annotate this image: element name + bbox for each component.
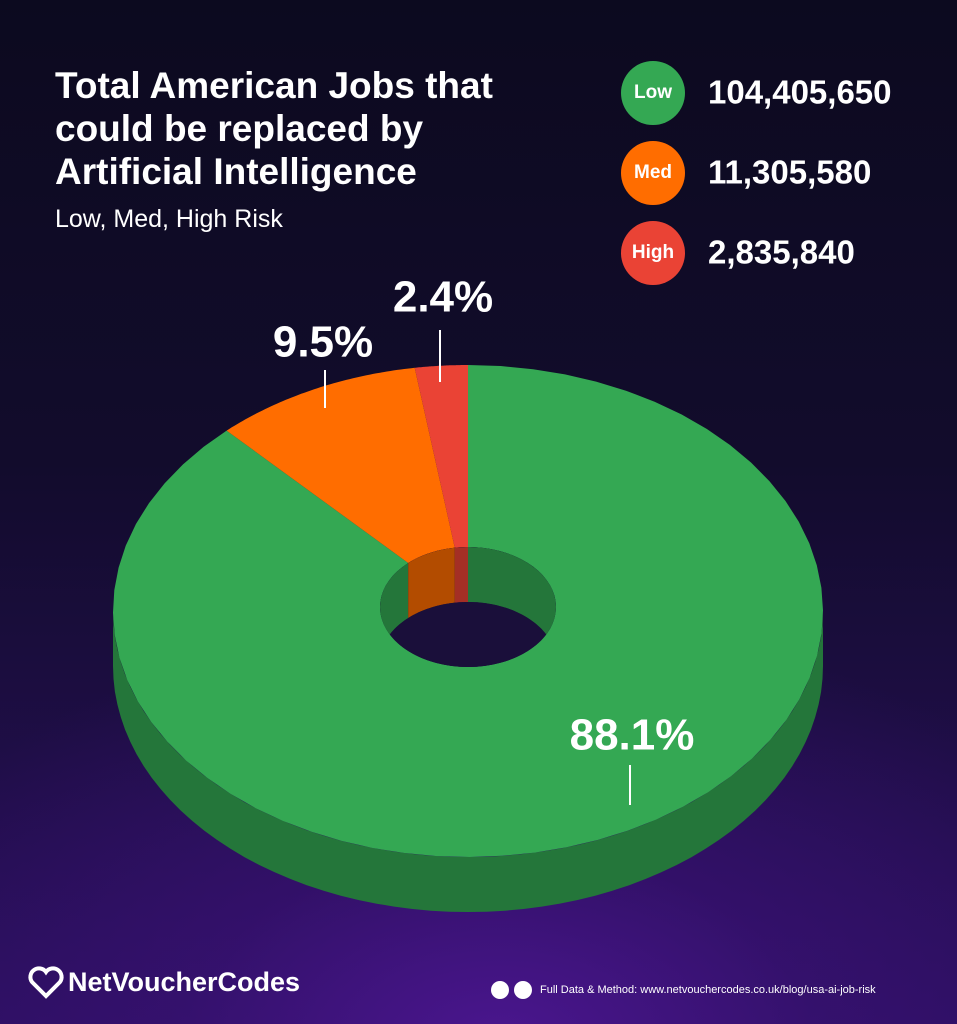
data-label: 88.1%: [570, 711, 695, 760]
legend-label: Low: [634, 82, 672, 103]
data-label: 9.5%: [273, 318, 373, 367]
slice: [113, 365, 823, 857]
legend-label: Med: [634, 162, 672, 183]
slice: [226, 367, 455, 563]
data-label: 2.4%: [393, 273, 493, 322]
brand-name: NetVoucherCodes: [68, 967, 300, 997]
legend-value: 2,835,840: [708, 234, 855, 271]
chart-subtitle: Low, Med, High Risk: [55, 205, 283, 233]
cc-icon: [491, 981, 509, 999]
hole-floor: [380, 602, 556, 667]
source-note: Full Data & Method: www.netvouchercodes.…: [540, 984, 876, 996]
legend-marker: [621, 141, 685, 205]
legend-marker: [621, 61, 685, 125]
hole-wall: [454, 547, 468, 603]
legend-label: High: [632, 242, 674, 263]
legend-marker: [621, 221, 685, 285]
by-icon: [514, 981, 532, 999]
hole-wall: [408, 547, 455, 618]
slice: [414, 365, 468, 548]
heart-icon: [28, 966, 64, 999]
slice-side: [113, 611, 823, 912]
legend-value: 11,305,580: [708, 154, 871, 191]
legend-value: 104,405,650: [708, 74, 892, 111]
hole-wall: [468, 547, 556, 662]
donut-hole: [380, 547, 556, 667]
chart-title: Total American Jobs that could be replac…: [55, 65, 493, 192]
brand-logo: NetVoucherCodes: [28, 966, 300, 999]
